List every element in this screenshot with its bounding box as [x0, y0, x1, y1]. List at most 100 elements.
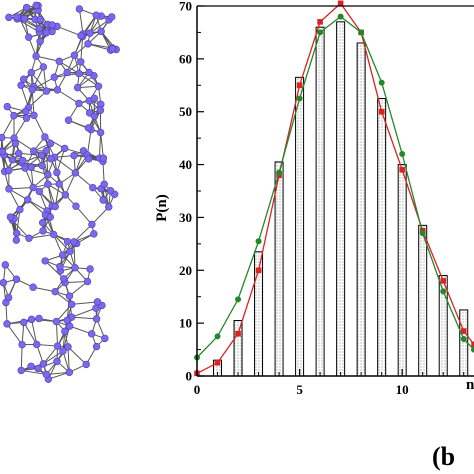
molecule-bond [57, 89, 80, 104]
molecule-atom [5, 166, 13, 175]
histogram-bar [356, 42, 366, 377]
molecule-bond [44, 136, 55, 158]
x-tick-label: 10 [396, 382, 409, 397]
molecule-bond [33, 286, 56, 293]
molecule-bond [54, 156, 76, 174]
molecule-atom [42, 87, 51, 95]
histogram-bar [336, 21, 346, 377]
molecule-atom [89, 183, 97, 192]
molecule-atom [27, 163, 35, 172]
molecule-bond [71, 316, 97, 320]
molecule-bond [13, 117, 27, 139]
molecule-structure-image [0, 1, 120, 383]
molecule-bond [86, 129, 92, 156]
molecule-atom [25, 234, 33, 242]
y-tick-label: 0 [186, 369, 193, 384]
molecule-bond [67, 346, 87, 365]
molecule-atom [108, 45, 117, 53]
molecule-atom [65, 292, 74, 300]
molecule-bond [42, 66, 48, 92]
molecule-bond [56, 304, 73, 322]
molecule-atom [99, 196, 107, 204]
series-point-square [337, 0, 344, 7]
molecule-atom [77, 58, 85, 66]
molecule-atom [13, 13, 21, 21]
molecule-atom [42, 370, 51, 379]
series-point-square [378, 108, 385, 115]
molecule-atom [22, 114, 31, 122]
molecule-bond [78, 8, 84, 35]
molecule-bond [20, 344, 23, 371]
series-point-circle [296, 95, 303, 102]
molecule-atom [27, 315, 36, 324]
molecule-atom [71, 264, 79, 272]
molecule-atom [85, 68, 93, 77]
series-point-circle [419, 230, 426, 237]
molecule-atom [65, 368, 74, 377]
molecule-atom [83, 277, 92, 286]
molecule-bond [64, 172, 76, 196]
molecule-bond [43, 350, 64, 365]
molecule-bond [6, 318, 32, 325]
distribution-chart: 0 10 20 30 40 50 60 70 0 5 10 P(n) n [154, 0, 474, 397]
molecule-atom [94, 82, 103, 90]
molecule-atom [86, 265, 94, 273]
molecule-atom [35, 24, 43, 33]
molecule-atom [53, 86, 62, 94]
molecule-bond [8, 188, 21, 210]
molecule-atom [20, 14, 29, 23]
molecule-atom [36, 16, 44, 24]
series-point-square [460, 328, 467, 334]
molecule-atom [4, 293, 13, 302]
molecule-atom [38, 218, 47, 227]
molecule-atom [105, 203, 113, 211]
molecule-atom [18, 340, 26, 349]
tick-labels: 0 10 20 30 40 50 60 70 0 5 10 [179, 0, 409, 397]
molecule-atom [85, 155, 93, 163]
histogram-bar [233, 320, 243, 377]
molecule-atom [88, 220, 96, 229]
molecule-bond [55, 321, 59, 347]
molecule-bond [35, 55, 60, 62]
y-tick-label: 70 [179, 0, 192, 14]
y-tick-label: 60 [179, 51, 192, 66]
molecule-atom [1, 261, 10, 269]
molecule-atom [27, 362, 35, 370]
molecule-atom [97, 27, 105, 36]
molecule-atom [61, 327, 69, 336]
histogram-bar [274, 161, 284, 377]
molecule-atom [61, 191, 70, 199]
molecule-bond [13, 137, 34, 152]
x-tick-label: 5 [296, 382, 303, 397]
molecule-atom [34, 364, 42, 373]
molecule-atom [90, 112, 99, 121]
molecule-atom [70, 51, 79, 59]
histogram-bar [418, 224, 428, 377]
molecule-atom [59, 347, 67, 355]
series-point-circle [255, 238, 262, 245]
series-point-circle [358, 29, 365, 36]
molecule-bond [91, 206, 110, 225]
molecule-atom [70, 238, 78, 246]
molecule-bond [8, 187, 34, 190]
molecule-atom [0, 279, 8, 287]
series-point-circle [399, 151, 406, 157]
y-tick-label: 40 [179, 157, 192, 172]
molecule-atom [44, 180, 52, 189]
molecule-bond [20, 85, 29, 108]
molecule-atom [32, 1, 40, 10]
molecule-atom [44, 170, 52, 179]
molecule-bond [71, 307, 97, 318]
molecule-atom [20, 318, 28, 327]
molecule-bond [66, 295, 70, 321]
molecule-bond [23, 322, 38, 345]
molecule-bond [71, 301, 98, 305]
molecule-atom [51, 202, 59, 211]
molecule-bond [21, 322, 25, 345]
y-tick-label: 50 [179, 104, 192, 119]
molecule-bond [44, 136, 65, 149]
molecule-atom [60, 275, 68, 283]
molecule-atom [32, 52, 40, 60]
molecule-atom [90, 94, 99, 102]
molecule-atom [47, 155, 55, 163]
